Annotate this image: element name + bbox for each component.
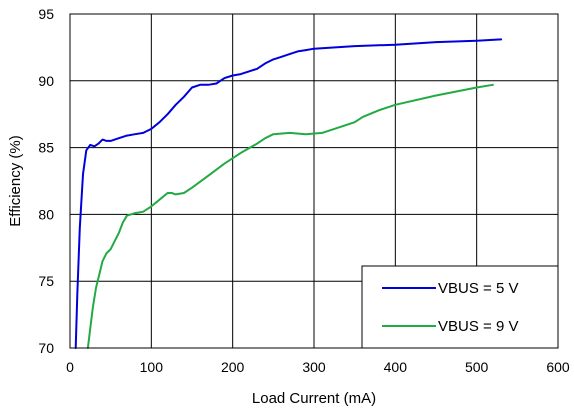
x-tick-labels: 0 100 200 300 400 500 600 (66, 359, 570, 375)
y-tick-label: 75 (38, 273, 54, 289)
series-group (74, 38, 503, 349)
y-tick-label: 70 (38, 340, 54, 356)
x-tick-label: 500 (465, 359, 489, 375)
x-tick-label: 400 (384, 359, 408, 375)
legend: VBUS = 5 V VBUS = 9 V (361, 265, 559, 349)
plot-frame (69, 13, 559, 349)
x-tick-label: 300 (302, 359, 326, 375)
legend-label-vbus-5v: VBUS = 5 V (438, 280, 518, 297)
series-line-vbus-5v (74, 38, 503, 349)
x-axis-title: Load Current (mA) (252, 390, 376, 407)
legend-label-vbus-9v: VBUS = 9 V (438, 318, 518, 335)
y-tick-label: 85 (38, 140, 54, 156)
x-tick-label: 0 (66, 359, 74, 375)
series-line-vbus-9v (86, 83, 494, 349)
y-axis-title: Efficiency (%) (7, 135, 24, 226)
y-tick-label: 95 (38, 6, 54, 22)
x-tick-label: 100 (140, 359, 164, 375)
y-tick-label: 80 (38, 206, 54, 222)
x-tick-label: 600 (546, 359, 570, 375)
x-tick-label: 200 (221, 359, 245, 375)
y-tick-labels: 70 75 80 85 90 95 (38, 6, 54, 356)
y-tick-label: 90 (38, 73, 54, 89)
grid-lines (70, 14, 558, 348)
legend-box (361, 265, 559, 349)
